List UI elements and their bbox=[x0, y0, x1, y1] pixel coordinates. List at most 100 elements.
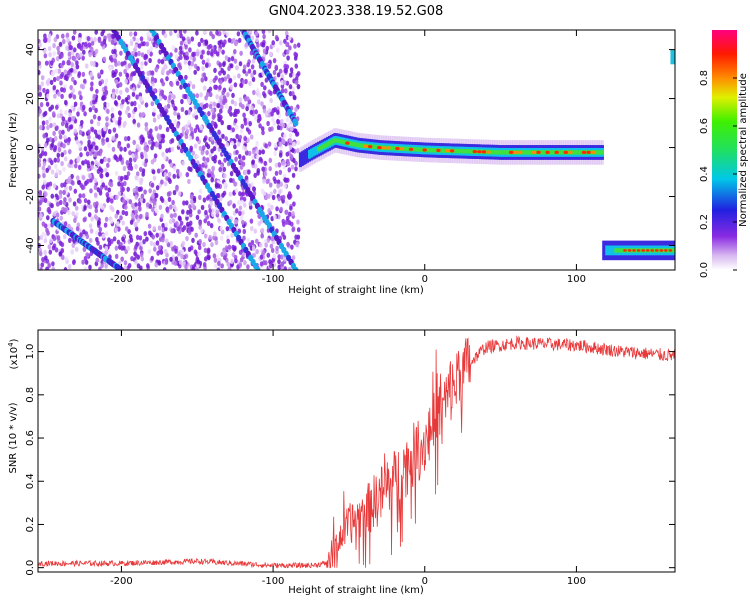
noise-dot bbox=[47, 209, 52, 215]
noise-dot bbox=[93, 129, 98, 135]
noise-dot bbox=[219, 235, 224, 241]
noise-dot bbox=[293, 51, 298, 57]
noise-dot bbox=[104, 231, 109, 237]
noise-dot bbox=[176, 33, 181, 39]
noise-dot bbox=[191, 84, 196, 90]
noise-dot bbox=[93, 177, 98, 184]
noise-dot bbox=[180, 106, 185, 113]
noise-dot bbox=[72, 30, 77, 35]
noise-dot bbox=[128, 234, 133, 240]
noise-dot bbox=[246, 237, 251, 243]
noise-dot bbox=[225, 31, 230, 37]
noise-dot bbox=[105, 172, 110, 178]
band-outer bbox=[304, 149, 308, 164]
noise-dot bbox=[43, 249, 47, 255]
noise-dot bbox=[73, 128, 78, 134]
noise-dot bbox=[291, 255, 296, 261]
noise-dot bbox=[52, 130, 56, 136]
noise-dot bbox=[163, 154, 167, 160]
band-inner bbox=[495, 150, 499, 155]
noise-dot bbox=[186, 209, 190, 215]
noise-dot bbox=[233, 144, 237, 150]
noise-dot bbox=[56, 157, 60, 163]
noise-dot bbox=[112, 127, 117, 133]
noise-dot bbox=[229, 63, 234, 69]
noise-dot bbox=[204, 95, 208, 101]
noise-dot bbox=[88, 223, 93, 229]
noise-dot bbox=[88, 237, 93, 243]
band-peak bbox=[486, 150, 491, 154]
noise-dot bbox=[263, 85, 267, 91]
noise-dot bbox=[244, 175, 249, 181]
noise-dot bbox=[209, 30, 213, 37]
noise-dot bbox=[141, 168, 146, 174]
noise-dot bbox=[258, 123, 262, 129]
noise-dot bbox=[205, 150, 209, 156]
noise-dot bbox=[38, 193, 43, 199]
noise-dot bbox=[188, 212, 193, 218]
noise-dot bbox=[222, 61, 226, 67]
noise-dot bbox=[155, 142, 159, 148]
noise-dot bbox=[90, 46, 94, 52]
noise-dot bbox=[285, 41, 289, 48]
y-tick-label: 0.8 bbox=[25, 387, 36, 403]
noise-dot bbox=[94, 159, 98, 166]
noise-dot bbox=[258, 92, 262, 99]
noise-dot bbox=[248, 201, 253, 207]
noise-dot bbox=[198, 194, 202, 201]
noise-dot bbox=[255, 88, 260, 94]
noise-dot bbox=[104, 167, 108, 173]
noise-dot bbox=[267, 30, 272, 34]
noise-dot bbox=[214, 123, 218, 129]
noise-dot bbox=[262, 178, 266, 184]
x-tick-label: -200 bbox=[110, 576, 133, 587]
noise-dot bbox=[43, 53, 48, 59]
band-inner bbox=[579, 150, 583, 155]
snr-series-line bbox=[38, 335, 675, 569]
noise-dot bbox=[218, 62, 222, 68]
noise-dot bbox=[77, 72, 81, 79]
noise-dot bbox=[195, 214, 200, 220]
noise-dot bbox=[63, 207, 67, 213]
noise-dot bbox=[287, 266, 292, 270]
noise-dot bbox=[66, 59, 71, 65]
noise-dot bbox=[260, 227, 265, 233]
noise-dot bbox=[73, 80, 77, 86]
noise-dot bbox=[223, 181, 227, 188]
noise-dot bbox=[159, 89, 164, 95]
noise-dot bbox=[216, 193, 221, 199]
noise-dot bbox=[72, 201, 77, 207]
spectrogram-y-ticks: -40 -20 0 20 40 bbox=[25, 43, 675, 254]
noise-dot bbox=[233, 101, 238, 107]
noise-dot bbox=[202, 197, 207, 203]
noise-dot bbox=[215, 30, 219, 36]
noise-dot bbox=[213, 84, 217, 90]
noise-dot bbox=[68, 197, 72, 203]
band-mid bbox=[313, 146, 317, 156]
band-inner bbox=[500, 150, 504, 155]
noise-dot bbox=[152, 242, 157, 248]
noise-dot bbox=[208, 103, 213, 109]
noise-dot bbox=[169, 256, 173, 262]
noise-dot bbox=[81, 104, 86, 111]
noise-dot bbox=[189, 166, 193, 172]
noise-dot bbox=[253, 228, 258, 234]
noise-dot bbox=[49, 79, 54, 85]
noise-dot bbox=[83, 146, 88, 152]
noise-dot bbox=[52, 76, 57, 83]
noise-dot bbox=[181, 240, 186, 246]
noise-dot bbox=[139, 36, 144, 42]
band-peak bbox=[445, 149, 450, 153]
noise-dot bbox=[121, 209, 126, 216]
band-mid bbox=[315, 145, 319, 155]
band-inner bbox=[573, 150, 577, 155]
noise-dot bbox=[210, 242, 214, 248]
noise-dot bbox=[283, 63, 288, 69]
noise-dot bbox=[154, 208, 159, 214]
noise-dot bbox=[127, 165, 132, 171]
band-inner bbox=[559, 150, 563, 155]
noise-dot bbox=[174, 248, 178, 254]
band-inner bbox=[497, 150, 501, 155]
noise-dot bbox=[43, 142, 48, 148]
